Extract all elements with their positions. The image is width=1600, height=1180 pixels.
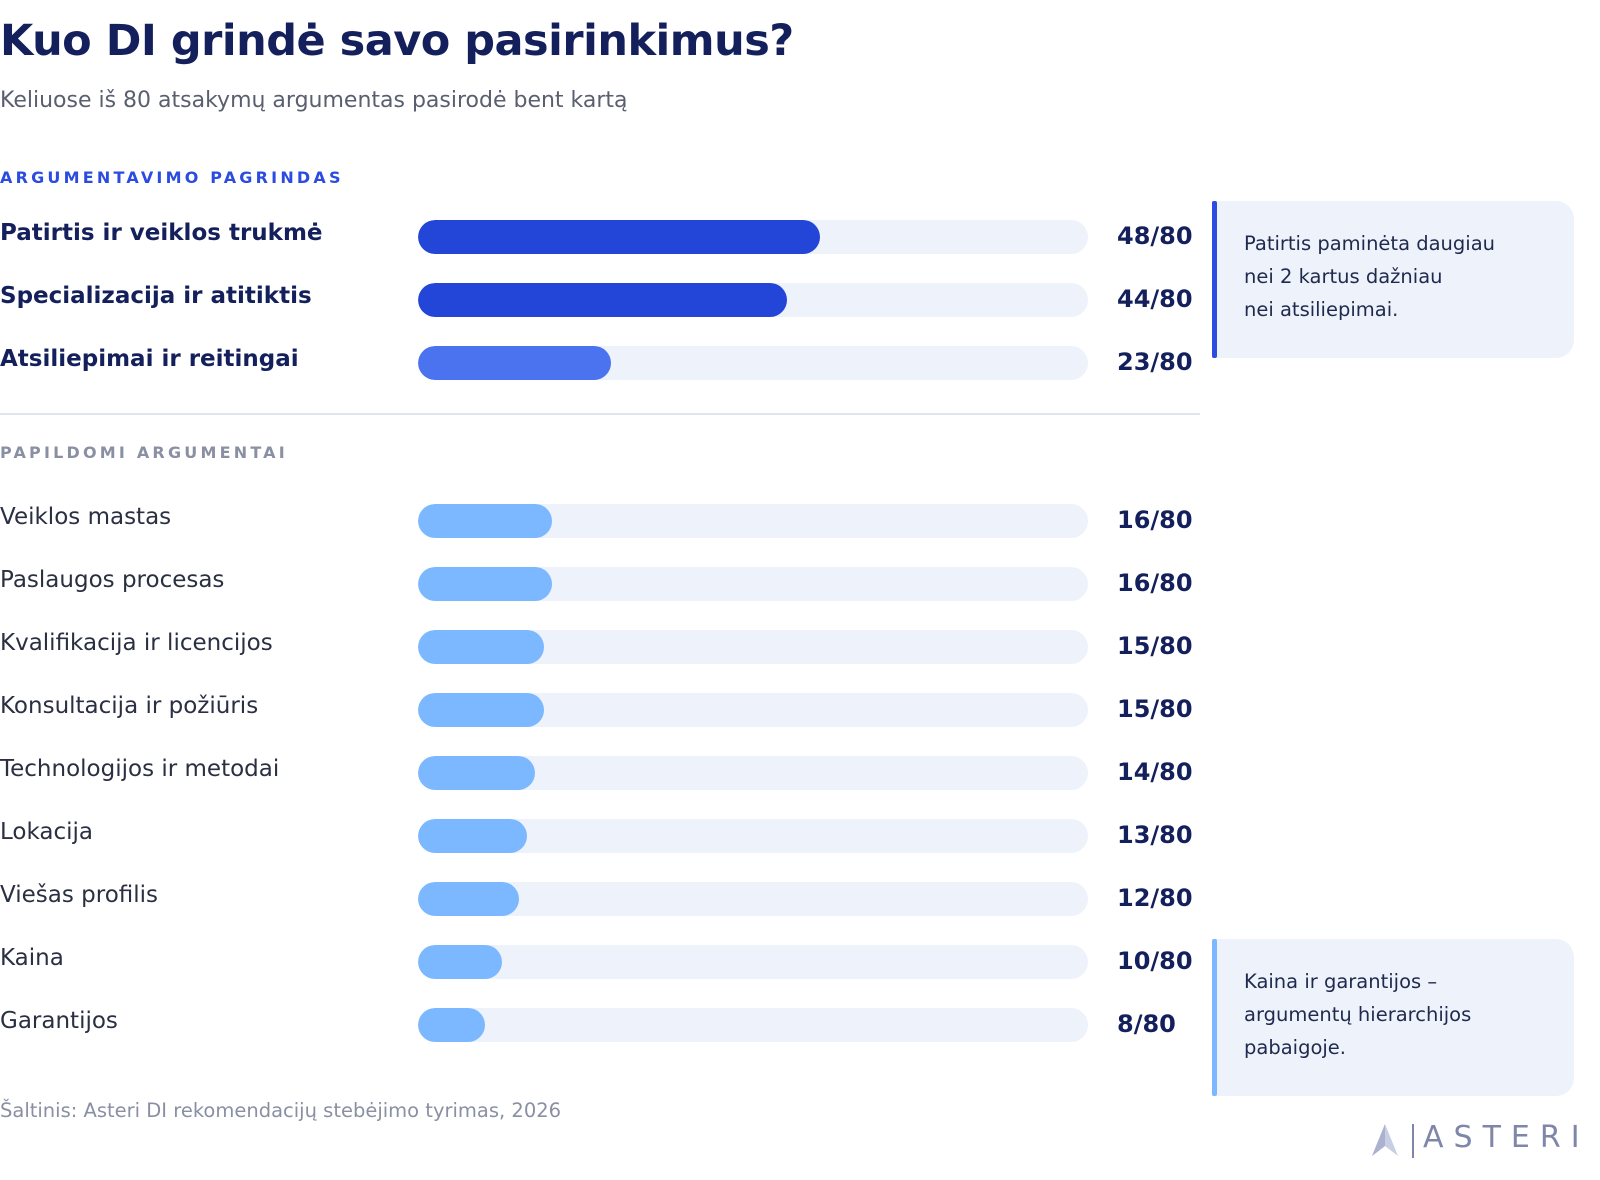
- note-line: Kaina ir garantijos –: [1244, 970, 1438, 993]
- bar-fill: [418, 630, 544, 664]
- bar-row: Viešas profilis 12/80: [0, 880, 1200, 916]
- callout-accent-bar: [1212, 939, 1217, 1096]
- section-divider: [0, 413, 1200, 415]
- bar-value-label: 10/80: [1117, 947, 1193, 975]
- bar-row: Paslaugos procesas 16/80: [0, 565, 1200, 601]
- bar-value-label: 16/80: [1117, 569, 1193, 597]
- bar-fill: [418, 819, 527, 853]
- bar-value-label: 8/80: [1117, 1010, 1176, 1038]
- bar-row: Atsiliepimai ir reitingai 23/80: [0, 344, 1200, 380]
- bar-label: Specializacija ir atitiktis: [0, 283, 312, 309]
- bar-fill: [418, 283, 787, 317]
- bar-value-label: 48/80: [1117, 222, 1193, 250]
- bar-track: [418, 882, 1088, 916]
- note-line: nei atsiliepimai.: [1244, 298, 1399, 321]
- bar-row: Patirtis ir veiklos trukmė 48/80: [0, 218, 1200, 254]
- bar-track: [418, 945, 1088, 979]
- bar-value-label: 14/80: [1117, 758, 1193, 786]
- section-label-secondary: PAPILDOMI ARGUMENTAI: [0, 443, 288, 462]
- bar-fill: [418, 567, 552, 601]
- bar-track: [418, 630, 1088, 664]
- callout-note-experience: Patirtis paminėta daugiau nei 2 kartus d…: [1212, 201, 1574, 358]
- bar-value-label: 15/80: [1117, 632, 1193, 660]
- bar-fill: [418, 504, 552, 538]
- bar-label: Veiklos mastas: [0, 504, 172, 530]
- section-label-primary: ARGUMENTAVIMO PAGRINDAS: [0, 168, 344, 187]
- bar-track: [418, 819, 1088, 853]
- bar-label: Viešas profilis: [0, 882, 159, 908]
- chart-subtitle: Keliuose iš 80 atsakymų argumentas pasir…: [0, 88, 628, 113]
- bar-track: [418, 693, 1088, 727]
- note-line: argumentų hierarchijos: [1244, 1003, 1472, 1026]
- bar-value-label: 44/80: [1117, 285, 1193, 313]
- bar-track: [418, 346, 1088, 380]
- asteri-logo: ASTERI: [1370, 1120, 1600, 1160]
- bar-row: Veiklos mastas 16/80: [0, 502, 1200, 538]
- callout-note-price: Kaina ir garantijos – argumentų hierarch…: [1212, 939, 1574, 1096]
- bar-label: Kaina: [0, 945, 64, 971]
- bar-fill: [418, 693, 544, 727]
- bar-track: [418, 283, 1088, 317]
- note-line: Patirtis paminėta daugiau: [1244, 232, 1496, 255]
- logo-separator: [1412, 1124, 1414, 1158]
- bar-track: [418, 1008, 1088, 1042]
- bar-label: Garantijos: [0, 1008, 118, 1034]
- bar-row: Garantijos 8/80: [0, 1006, 1200, 1042]
- bar-label: Lokacija: [0, 819, 94, 845]
- bar-value-label: 13/80: [1117, 821, 1193, 849]
- bar-label: Atsiliepimai ir reitingai: [0, 346, 299, 372]
- bar-track: [418, 756, 1088, 790]
- bar-fill: [418, 1008, 485, 1042]
- bar-track: [418, 567, 1088, 601]
- asteri-star-icon: [1372, 1124, 1398, 1156]
- bar-row: Konsultacija ir požiūris 15/80: [0, 691, 1200, 727]
- bar-row: Technologijos ir metodai 14/80: [0, 754, 1200, 790]
- bar-row: Kvalifikacija ir licencijos 15/80: [0, 628, 1200, 664]
- bar-value-label: 16/80: [1117, 506, 1193, 534]
- bar-row: Lokacija 13/80: [0, 817, 1200, 853]
- bar-label: Paslaugos procesas: [0, 567, 225, 593]
- bar-value-label: 15/80: [1117, 695, 1193, 723]
- bar-fill: [418, 346, 611, 380]
- bar-fill: [418, 756, 535, 790]
- bar-value-label: 23/80: [1117, 348, 1193, 376]
- bar-label: Konsultacija ir požiūris: [0, 693, 259, 719]
- bar-fill: [418, 945, 502, 979]
- bar-track: [418, 220, 1088, 254]
- bar-label: Technologijos ir metodai: [0, 756, 280, 782]
- bar-fill: [418, 882, 519, 916]
- bar-value-label: 12/80: [1117, 884, 1193, 912]
- chart-title: Kuo DI grindė savo pasirinkimus?: [0, 16, 794, 66]
- note-line: pabaigoje.: [1244, 1036, 1346, 1059]
- bar-row: Specializacija ir atitiktis 44/80: [0, 281, 1200, 317]
- bar-row: Kaina 10/80: [0, 943, 1200, 979]
- bar-track: [418, 504, 1088, 538]
- callout-accent-bar: [1212, 201, 1217, 358]
- bar-fill: [418, 220, 820, 254]
- source-note: Šaltinis: Asteri DI rekomendacijų stebėj…: [0, 1099, 562, 1122]
- logo-wordmark: ASTERI: [1423, 1120, 1590, 1155]
- bar-label: Patirtis ir veiklos trukmė: [0, 220, 323, 246]
- bar-label: Kvalifikacija ir licencijos: [0, 630, 273, 656]
- note-line: nei 2 kartus dažniau: [1244, 265, 1443, 288]
